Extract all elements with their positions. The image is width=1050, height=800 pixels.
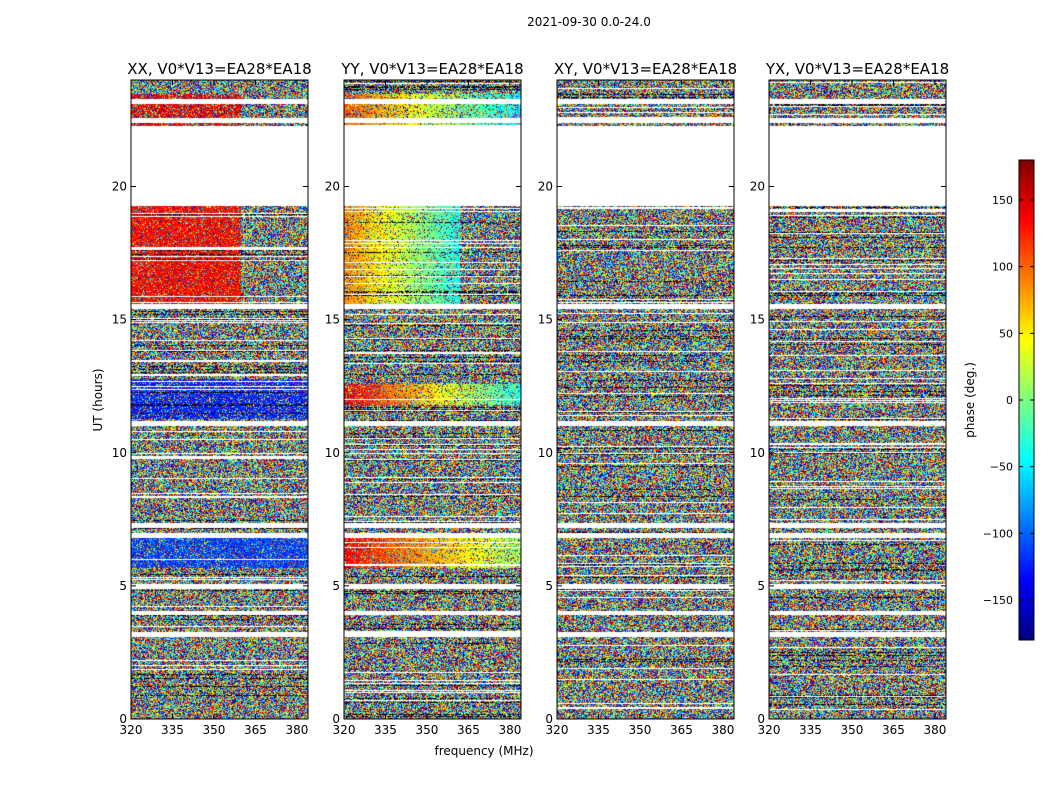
colorbar: 150 100 50 0 −50 −100 −150 [983,159,1035,641]
y-tick-label: 5 [757,579,765,593]
colorbar-tick-label: 150 [992,194,1013,207]
panel-title: YX, V0*V13=EA28*EA18 [765,60,949,78]
colorbar-tick-label: 100 [992,261,1013,274]
y-tick-label: 20 [538,180,553,194]
y-tick-label: 15 [750,313,765,327]
y-tick-label: 10 [538,446,553,460]
x-tick-label: 335 [161,723,184,737]
panel-title: YY, V0*V13=EA28*EA18 [340,60,523,78]
y-tick-label: 10 [750,446,765,460]
panel-frame [343,79,522,720]
x-tick-label: 350 [629,723,652,737]
figure-suptitle: 2021-09-30 0.0-24.0 [527,15,651,29]
y-tick-label: 0 [757,712,765,726]
panel-frame [556,79,735,720]
y-tick-label: 0 [332,712,340,726]
heatmap-image [557,80,734,719]
y-tick-label: 20 [112,180,127,194]
heatmap-image [769,80,946,719]
colorbar-tick-label: −50 [990,461,1013,474]
heatmap-panel-xx: XX, V0*V13=EA28*EA18 320 335 350 365 380 0 5 10 1… [112,60,312,737]
x-axis-label: frequency (MHz) [434,744,533,758]
colorbar-tick-label: 50 [999,327,1013,340]
x-tick-label: 350 [416,723,439,737]
x-tick-label: 320 [758,723,781,737]
heatmap-panel-xy: XY, V0*V13=EA28*EA18 320 335 350 365 380 0 5 10 1… [538,60,737,737]
x-tick-label: 320 [333,723,356,737]
colorbar-tick-label: −150 [983,594,1013,607]
x-tick-label: 380 [285,723,308,737]
y-axis-label: UT (hours) [91,368,105,431]
x-tick-label: 380 [923,723,946,737]
x-tick-label: 335 [374,723,397,737]
y-tick-label: 15 [538,313,553,327]
heatmap-image [131,80,308,719]
x-tick-label: 365 [670,723,693,737]
panel-frame [768,79,947,720]
colorbar-tick-label: −100 [983,527,1013,540]
y-tick-label: 5 [332,579,340,593]
x-tick-label: 350 [841,723,864,737]
y-tick-label: 5 [119,579,127,593]
y-tick-label: 10 [112,446,127,460]
heatmap-panel-yx: YX, V0*V13=EA28*EA18 320 335 350 365 380 0 5 10 1… [750,60,949,737]
panels: XX, V0*V13=EA28*EA18 320 335 350 365 380 0 5 10 1… [112,60,949,737]
y-tick-label: 15 [112,313,127,327]
x-tick-label: 350 [203,723,226,737]
colorbar-label: phase (deg.) [963,362,977,438]
x-tick-label: 335 [587,723,610,737]
x-tick-label: 380 [711,723,734,737]
x-tick-label: 365 [457,723,480,737]
x-tick-label: 320 [546,723,569,737]
heatmap-panel-yy: YY, V0*V13=EA28*EA18 320 335 350 365 380 0 5 10 1… [325,60,524,737]
panel-title: XY, V0*V13=EA28*EA18 [554,60,737,78]
colorbar-tick-label: 0 [1006,394,1013,407]
x-tick-label: 380 [498,723,521,737]
x-tick-label: 320 [120,723,143,737]
y-tick-label: 0 [545,712,553,726]
heatmap-image [344,80,521,719]
x-tick-label: 335 [799,723,822,737]
panel-title: XX, V0*V13=EA28*EA18 [127,60,311,78]
y-tick-label: 15 [325,313,340,327]
x-tick-label: 365 [244,723,267,737]
y-tick-label: 5 [545,579,553,593]
y-tick-label: 0 [119,712,127,726]
panel-frame [130,79,309,720]
y-tick-label: 20 [325,180,340,194]
y-tick-label: 10 [325,446,340,460]
x-tick-label: 365 [882,723,905,737]
y-tick-label: 20 [750,180,765,194]
